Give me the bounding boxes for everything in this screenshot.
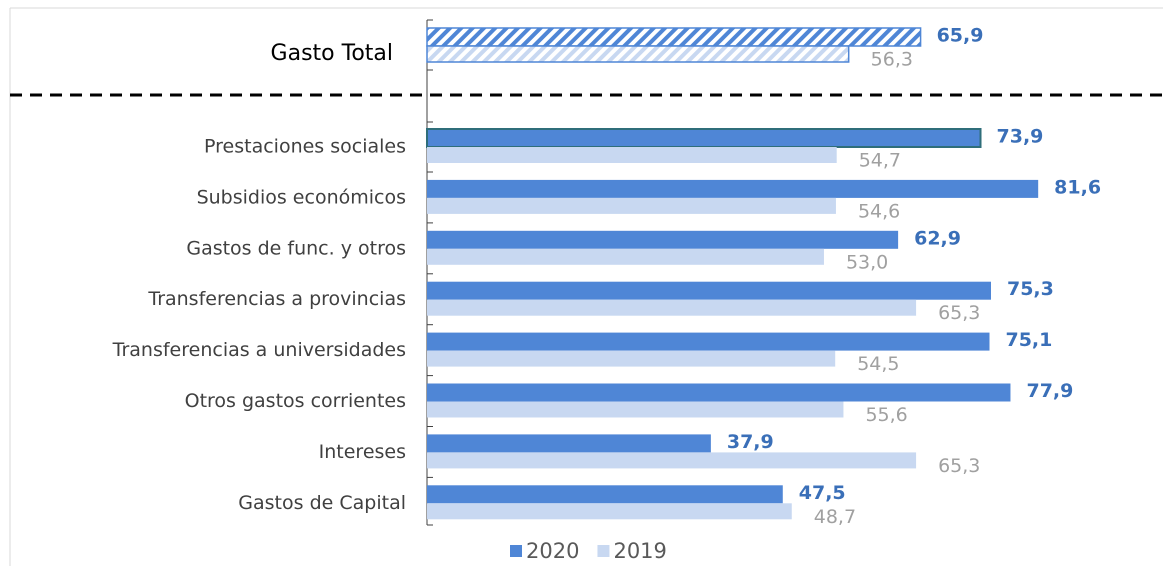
value-label: 65,3 <box>938 302 980 324</box>
bar <box>427 383 1011 402</box>
value-label: 77,9 <box>1026 380 1073 402</box>
category-label: Otros gastos corrientes <box>185 390 406 412</box>
bar <box>427 332 990 351</box>
bar <box>427 147 837 163</box>
bar <box>426 45 850 63</box>
value-label: 54,7 <box>859 150 901 172</box>
value-label: 75,1 <box>1005 329 1052 351</box>
legend-swatch <box>597 545 610 557</box>
bar <box>427 197 836 214</box>
category-label: Gasto Total <box>271 41 393 66</box>
value-label: 75,3 <box>1007 278 1054 300</box>
legend-label: 2020 <box>526 539 579 563</box>
bar <box>426 27 922 47</box>
bar <box>427 485 783 504</box>
value-label: 73,9 <box>997 126 1044 148</box>
bar <box>427 179 1039 198</box>
value-label: 53,0 <box>846 251 888 273</box>
bar <box>427 503 792 520</box>
bar <box>426 128 982 148</box>
value-label: 47,5 <box>799 482 846 504</box>
bar <box>427 452 917 469</box>
value-label: 37,9 <box>727 431 774 453</box>
bar <box>427 350 836 367</box>
value-label: 65,3 <box>938 455 980 477</box>
value-label: 56,3 <box>871 49 913 71</box>
value-label: 55,6 <box>865 404 907 426</box>
legend-label: 2019 <box>613 539 666 563</box>
category-label: Intereses <box>319 441 406 463</box>
legend-swatch <box>510 545 522 557</box>
value-label: 81,6 <box>1054 176 1101 198</box>
bar <box>427 230 899 249</box>
value-label: 54,6 <box>858 200 900 222</box>
value-label: 62,9 <box>914 227 961 249</box>
value-label: 65,9 <box>937 25 984 47</box>
bar <box>427 299 917 316</box>
category-label: Subsidios económicos <box>197 186 406 208</box>
category-label: Transferencias a provincias <box>147 288 406 310</box>
bar <box>427 281 991 300</box>
value-label: 48,7 <box>814 506 856 528</box>
bar <box>427 434 711 453</box>
category-label: Transferencias a universidades <box>112 339 406 361</box>
category-label: Gastos de Capital <box>238 492 406 514</box>
category-label: Gastos de func. y otros <box>186 237 406 259</box>
category-label: Prestaciones sociales <box>204 136 406 158</box>
value-label: 54,5 <box>857 353 899 375</box>
bar <box>427 248 824 265</box>
bar <box>427 401 844 418</box>
